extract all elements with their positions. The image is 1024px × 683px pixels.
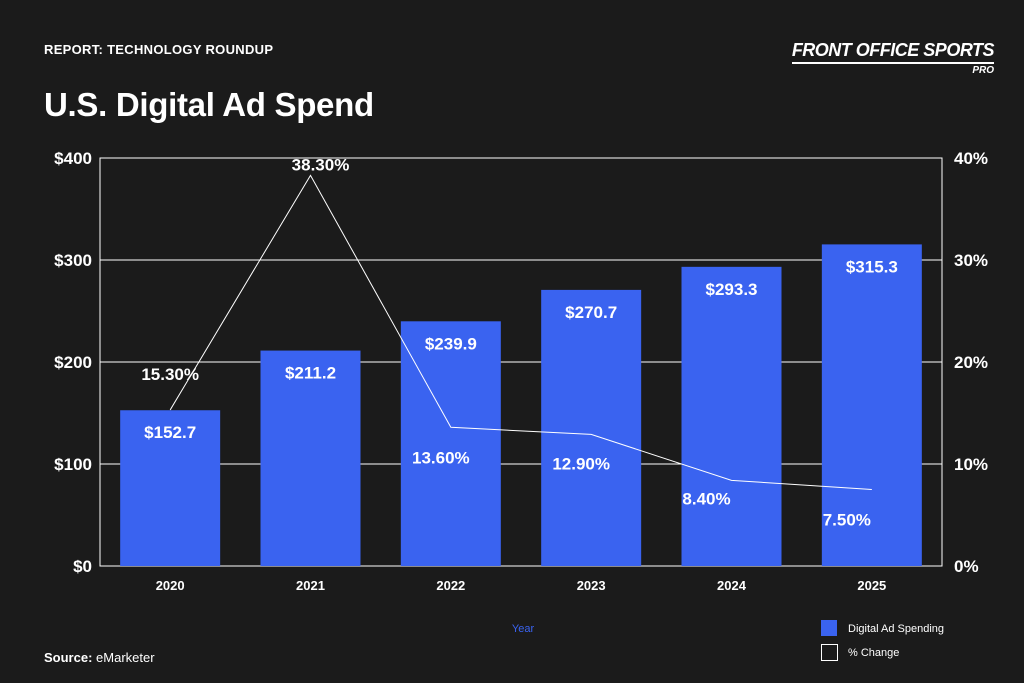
source-note: Source: eMarketer [44,650,155,665]
y-left-tick-label: $100 [54,455,92,474]
bar-value-label: $315.3 [846,257,898,276]
line-series [169,174,872,490]
bar-value-label: $239.9 [425,334,477,353]
legend-label-line: % Change [848,647,899,659]
x-tick-label: 2021 [296,578,325,593]
line-value-label: 7.50% [823,511,871,530]
page-title: U.S. Digital Ad Spend [44,86,374,123]
x-tick-label: 2023 [577,578,606,593]
brand-name: FRONT OFFICE SPORTS [791,40,995,64]
y-right-tick-label: 40% [954,149,988,168]
report-label: REPORT: TECHNOLOGY ROUNDUP [44,42,274,57]
bar [541,289,642,566]
y-right-tick-label: 10% [954,455,988,474]
source-label: Source: [44,650,93,665]
brand-logo: FRONT OFFICE SPORTS PRO [791,40,995,76]
x-axis-label: Year [512,623,535,635]
y-left-tick-label: $300 [54,251,92,270]
legend-swatch-line [821,644,838,661]
source-value: eMarketer [96,650,155,665]
line-value-label: 38.30% [292,155,350,174]
bar [821,244,922,567]
x-tick-label: 2020 [156,578,185,593]
bar [400,321,501,566]
y-left-tick-label: $200 [54,353,92,372]
bar [120,410,221,566]
line-value-label: 15.30% [141,365,199,384]
y-right-tick-label: 0% [954,557,979,576]
line-value-label: 8.40% [682,489,730,508]
x-tick-label: 2025 [857,578,886,593]
bar [681,266,782,566]
line-value-label: 12.90% [552,454,610,473]
legend-swatch-bar [821,620,837,636]
bar [260,350,361,566]
y-right-tick-label: 20% [954,353,988,372]
bar-value-label: $211.2 [285,364,336,383]
legend-label-bar: Digital Ad Spending [848,623,944,635]
line-value-label: 13.60% [412,448,470,467]
x-tick-label: 2024 [717,578,747,593]
y-left-tick-label: $0 [73,557,92,576]
bar-value-label: $270.7 [565,303,617,322]
bar-value-label: $293.3 [706,280,758,299]
bar-value-label: $152.7 [144,423,196,442]
y-right-tick-label: 30% [954,251,988,270]
brand-sub: PRO [972,65,994,76]
y-left-tick-label: $400 [54,149,92,168]
x-tick-label: 2022 [436,578,465,593]
